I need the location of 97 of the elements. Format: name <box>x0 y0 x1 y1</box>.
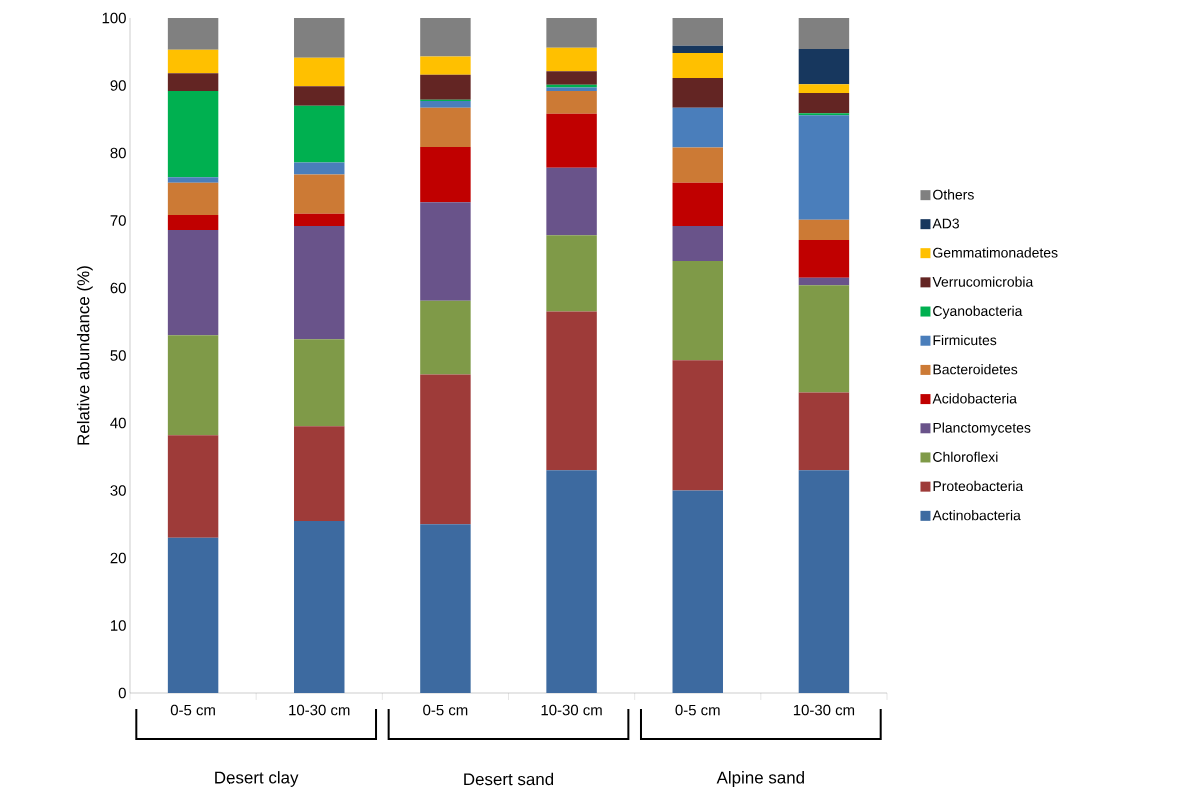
bar <box>672 360 723 491</box>
bar <box>546 17 597 48</box>
bar <box>294 174 345 214</box>
bar <box>294 57 345 87</box>
bar <box>420 17 471 57</box>
legend-label: Acidobacteria <box>932 393 1017 404</box>
bar <box>672 490 723 693</box>
bar <box>798 49 850 85</box>
bar <box>672 261 723 361</box>
bar <box>167 537 219 693</box>
bar <box>798 470 850 693</box>
bar <box>672 53 723 79</box>
bar <box>546 90 597 114</box>
text: Desert clay <box>215 771 299 787</box>
bar <box>672 17 723 46</box>
bar <box>546 470 597 693</box>
bar <box>294 339 345 427</box>
bar <box>167 177 219 183</box>
y-tick-label: 90 <box>110 80 126 91</box>
y-tick-label: 0 <box>118 687 126 699</box>
y-tick-label: 20 <box>110 552 126 564</box>
y-tick-label: 40 <box>110 417 126 429</box>
bar <box>294 162 345 175</box>
bar <box>420 101 471 108</box>
bar <box>798 113 850 116</box>
bar <box>294 426 345 521</box>
bar <box>167 73 219 91</box>
y-tick-label: 50 <box>110 350 126 361</box>
bar <box>420 202 471 301</box>
bar <box>798 92 850 114</box>
bar <box>672 107 723 148</box>
x-tick-label: 10-30 cm <box>541 704 602 716</box>
y-tick-label: 30 <box>110 485 126 496</box>
bar <box>546 113 597 168</box>
text: Desert sand <box>464 772 554 786</box>
y-axis-title: Relative abundance (%) <box>76 266 93 445</box>
bar <box>546 235 597 312</box>
bar <box>167 435 219 538</box>
bar <box>546 167 597 236</box>
bar <box>294 105 345 163</box>
bar <box>167 335 219 436</box>
bar <box>294 213 345 226</box>
bar <box>672 225 723 261</box>
bar <box>167 215 219 230</box>
bar <box>672 182 723 226</box>
y-tick-label: 10 <box>111 620 126 631</box>
bar <box>420 300 471 375</box>
bar <box>798 240 850 278</box>
legend-label: Chloroflexi <box>933 451 998 462</box>
bar <box>672 45 723 54</box>
legend-label: Gemmatimonadetes <box>933 247 1058 258</box>
bar <box>420 374 471 525</box>
bar <box>420 524 471 693</box>
bar <box>167 229 219 336</box>
legend-label: AD3 <box>932 218 959 229</box>
bar <box>798 392 850 471</box>
bar <box>798 115 850 220</box>
bar <box>167 49 219 74</box>
bar <box>798 17 850 50</box>
bar <box>167 90 219 178</box>
bar <box>798 84 850 93</box>
legend-label: Others <box>933 189 974 200</box>
bar <box>546 71 597 85</box>
bar <box>672 147 723 183</box>
bar <box>798 285 850 393</box>
legend-label: Actinobacteria <box>932 510 1021 521</box>
legend-label: Proteobacteria <box>933 480 1024 492</box>
legend-label: Planctomycetes <box>933 422 1031 436</box>
legend-label: Verrucomicrobia <box>932 276 1034 287</box>
bar <box>672 78 723 108</box>
text: Alpine sand <box>716 771 804 787</box>
y-tick-label: 80 <box>110 147 126 159</box>
x-tick-label: 10-30 cm <box>793 704 855 716</box>
x-tick-label: 0-5 cm <box>170 704 215 716</box>
bar <box>294 520 345 693</box>
y-tick-label: 70 <box>110 215 126 226</box>
legend-label: Bacteroidetes <box>933 364 1018 375</box>
bar <box>798 219 850 241</box>
legend-label: Firmicutes <box>933 334 997 346</box>
bar <box>546 47 597 72</box>
bar <box>420 56 471 75</box>
bar <box>420 146 471 203</box>
x-tick-label: 0-5 cm <box>675 704 720 716</box>
bar <box>798 277 850 286</box>
bar <box>167 182 219 216</box>
bar <box>420 107 471 147</box>
bar <box>294 86 345 106</box>
bar <box>167 17 219 50</box>
bar <box>294 17 345 58</box>
bar <box>420 74 471 100</box>
x-tick-label: 0-5 cm <box>423 704 468 716</box>
y-tick-label: 60 <box>110 282 126 294</box>
bar <box>294 225 345 340</box>
y-tick-label: 100 <box>102 12 126 24</box>
bar <box>546 311 597 471</box>
x-tick-label: 10-30 cm <box>289 704 350 716</box>
legend-label: Cyanobacteria <box>933 305 1023 319</box>
